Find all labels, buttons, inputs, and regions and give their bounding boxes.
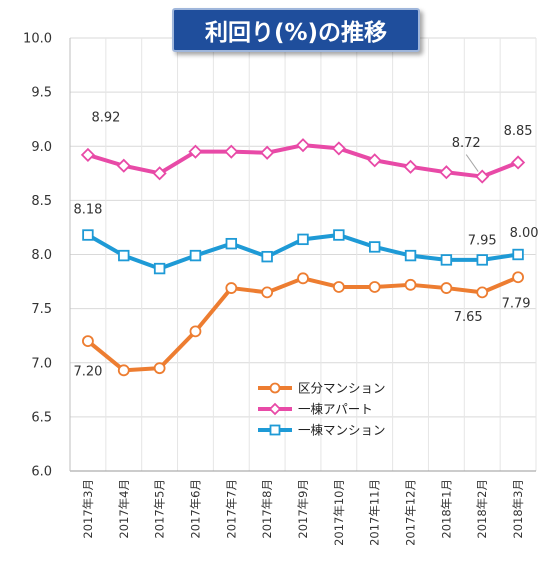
y-tick-label: 9.5 <box>31 86 52 101</box>
data-point <box>152 166 167 181</box>
data-point <box>367 153 382 168</box>
data-point <box>225 282 238 294</box>
data-point <box>80 147 95 162</box>
data-point <box>118 249 130 262</box>
data-point <box>368 241 381 253</box>
y-tick-label: 6.0 <box>31 465 52 480</box>
data-point <box>297 272 309 285</box>
data-point <box>404 249 417 262</box>
y-tick-label: 7.5 <box>31 302 52 317</box>
data-point <box>224 144 239 159</box>
data-point <box>511 155 526 170</box>
y-tick-label: 8.0 <box>31 248 52 263</box>
x-tick-label: 2017年5月 <box>153 479 167 539</box>
x-tick-label: 2017年3月 <box>81 479 95 539</box>
data-point <box>153 362 166 375</box>
data-point <box>297 233 309 246</box>
legend-label: 区分マンション <box>298 381 386 396</box>
data-point <box>116 158 131 173</box>
data-point <box>332 281 345 293</box>
data-point <box>368 281 381 293</box>
data-label: 8.85 <box>504 124 533 139</box>
leader-line <box>465 154 479 172</box>
data-label: 7.65 <box>454 310 483 325</box>
x-tick-label: 2017年9月 <box>296 479 310 539</box>
data-point <box>440 282 453 294</box>
legend-marker <box>269 382 281 394</box>
data-point <box>117 364 130 377</box>
data-point <box>512 248 524 261</box>
y-tick-label: 9.0 <box>31 140 52 155</box>
data-point <box>189 249 202 262</box>
data-point <box>82 229 94 241</box>
data-point <box>476 286 489 299</box>
legend-label: 一棟マンション <box>298 423 386 438</box>
legend-marker <box>268 402 282 416</box>
data-point <box>261 250 273 263</box>
data-label: 8.72 <box>452 136 481 151</box>
data-point <box>225 237 238 250</box>
data-point <box>476 254 488 266</box>
data-label: 8.00 <box>510 226 539 241</box>
data-label: 7.20 <box>73 365 102 380</box>
data-label: 7.95 <box>468 233 497 248</box>
x-tick-label: 2017年8月 <box>260 479 274 539</box>
data-point <box>403 159 418 174</box>
x-tick-label: 2018年1月 <box>439 479 453 539</box>
data-point <box>331 141 346 156</box>
x-tick-label: 2017年4月 <box>117 479 131 539</box>
x-tick-label: 2017年12月 <box>404 479 418 546</box>
y-tick-label: 7.0 <box>31 356 52 371</box>
data-point <box>261 286 274 299</box>
data-point <box>475 169 490 184</box>
data-point <box>295 138 311 153</box>
chart-title: 利回り(%)の推移 <box>172 8 420 52</box>
data-label: 7.79 <box>502 297 531 312</box>
data-point <box>440 254 453 266</box>
x-tick-label: 2017年10月 <box>332 479 346 546</box>
data-label: 8.92 <box>91 110 120 125</box>
data-point <box>82 335 94 348</box>
data-point <box>333 229 345 241</box>
x-tick-label: 2017年11月 <box>368 479 382 546</box>
data-label: 8.18 <box>73 203 102 218</box>
x-tick-label: 2017年6月 <box>188 479 202 539</box>
y-tick-label: 8.5 <box>31 194 52 209</box>
data-point <box>439 165 454 180</box>
data-point <box>260 145 275 160</box>
x-tick-label: 2018年3月 <box>511 479 525 539</box>
x-tick-label: 2017年7月 <box>224 479 238 539</box>
data-point <box>512 271 524 284</box>
data-point <box>153 262 166 275</box>
legend-label: 一棟アパート <box>298 402 373 417</box>
data-point <box>188 144 203 159</box>
y-tick-label: 6.5 <box>31 410 52 425</box>
y-tick-label: 10.0 <box>23 32 52 47</box>
data-point <box>404 278 417 291</box>
data-point <box>189 325 202 338</box>
legend-marker <box>269 424 281 436</box>
x-tick-label: 2018年2月 <box>475 479 489 539</box>
